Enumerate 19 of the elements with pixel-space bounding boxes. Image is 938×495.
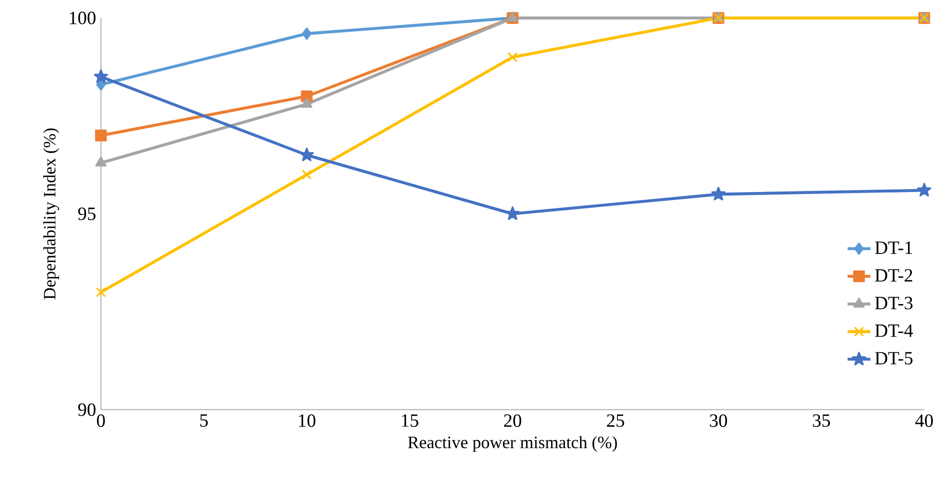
y-axis-title: Dependability Index (%) <box>43 128 60 300</box>
x-tick-label: 40 <box>915 414 933 428</box>
y-tick-label: 100 <box>70 12 96 24</box>
x-axis-title: Reactive power mismatch (%) <box>408 436 617 452</box>
legend-label: DT-2 <box>875 269 912 282</box>
legend-label: DT-4 <box>875 324 913 337</box>
y-tick-label: 95 <box>78 208 96 220</box>
y-tick-label: 90 <box>78 404 96 416</box>
x-tick-label: 0 <box>96 414 105 428</box>
legend-label: DT-1 <box>875 242 912 254</box>
x-tick-label: 30 <box>710 414 728 428</box>
x-tick-label: 25 <box>606 414 624 428</box>
x-tick-label: 35 <box>812 414 830 428</box>
legend-label: DT-3 <box>875 297 912 310</box>
x-tick-label: 10 <box>299 414 316 428</box>
x-tick-label: 5 <box>200 414 208 427</box>
legend-label: DT-5 <box>875 352 912 365</box>
x-tick-label: 15 <box>402 414 418 428</box>
x-tick-label: 20 <box>504 414 522 428</box>
